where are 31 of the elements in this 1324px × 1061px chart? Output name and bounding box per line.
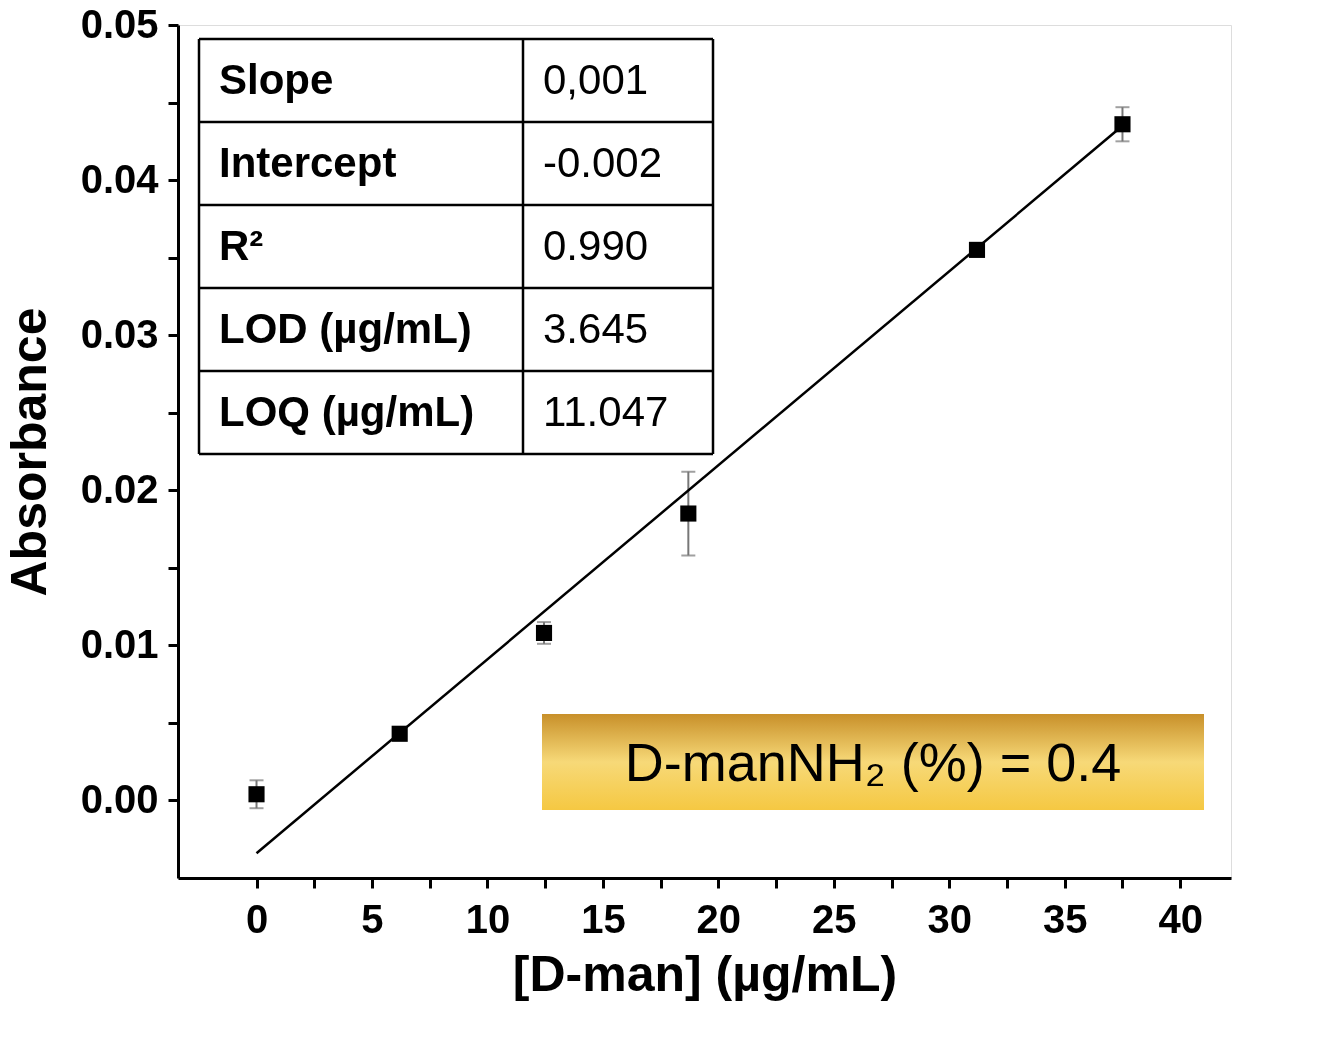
x-tick-label: 35 [1042, 896, 1088, 941]
x-tick-label: 15 [581, 896, 626, 941]
point [1114, 116, 1131, 133]
annotation: R² [219, 221, 264, 269]
y-tick-label: 0.05 [80, 1, 159, 46]
x-tick-label: 20 [696, 896, 742, 941]
point [680, 505, 697, 522]
annotation: 3.645 [543, 304, 649, 352]
y-tick-label: 0.01 [80, 621, 159, 666]
annotation: 11.047 [543, 387, 669, 435]
annotation: LOQ (µg/mL) [219, 387, 475, 435]
y-tick-label: 0.04 [80, 156, 160, 201]
x-tick-label: 25 [812, 896, 857, 941]
annotation: Intercept [219, 138, 397, 186]
annotation: -0.002 [543, 138, 663, 186]
y-tick-label: 0.02 [80, 466, 159, 511]
annotation: D-manNH₂ (%) = 0.4 [624, 732, 1122, 792]
x-tick-label: 10 [465, 896, 511, 941]
x-tick-label: 5 [361, 896, 384, 941]
x-tick-label: 40 [1158, 896, 1203, 941]
annotation: 0.990 [543, 221, 649, 269]
x-tick-label: 0 [245, 896, 269, 941]
annotation: Slope [219, 55, 334, 103]
x-axis-title: [D-man] (µg/mL) [512, 945, 898, 1002]
y-axis-title: Absorbance [0, 307, 57, 597]
annotation: 0,001 [543, 55, 649, 103]
annotation: LOD (µg/mL) [219, 304, 472, 352]
point [248, 786, 265, 803]
x-tick-label: 30 [927, 896, 973, 941]
y-tick-label: 0.03 [80, 311, 159, 356]
y-tick-label: 0.00 [80, 776, 159, 821]
